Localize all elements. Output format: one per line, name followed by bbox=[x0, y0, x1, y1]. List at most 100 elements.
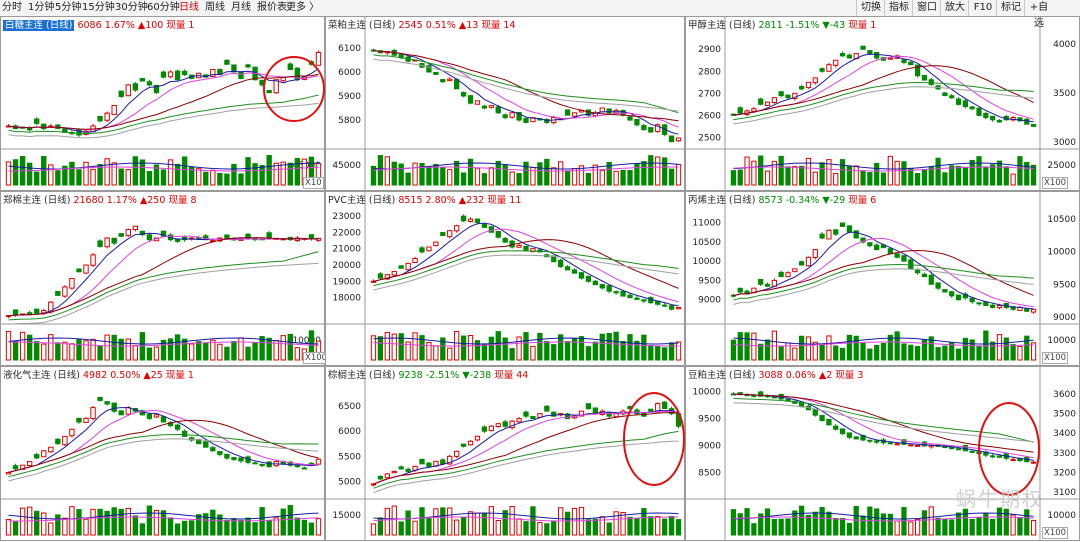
y-tick-label: 9500 bbox=[698, 276, 721, 286]
candle-body bbox=[433, 241, 439, 247]
toolbar-button-1[interactable]: 指标 bbox=[884, 0, 913, 16]
volume-bar bbox=[668, 342, 675, 361]
candle-body bbox=[655, 124, 661, 132]
candle-body bbox=[908, 444, 914, 447]
candle-body bbox=[662, 304, 668, 307]
volume-bar bbox=[558, 334, 564, 361]
period-tab-5[interactable]: 60分钟 bbox=[147, 2, 180, 13]
candle-body bbox=[90, 407, 96, 420]
y-tick-label: 9500 bbox=[698, 414, 721, 424]
title-chg: ▲13 bbox=[458, 20, 479, 31]
volume-bar bbox=[846, 522, 853, 536]
volume-bar bbox=[592, 341, 598, 361]
volume-bar bbox=[744, 156, 750, 186]
volume-bar bbox=[1010, 514, 1016, 536]
volume-bar bbox=[867, 348, 873, 361]
chart-panel-methanol[interactable]: 甲醇主连 (日线) 2811 -1.51% ▼-43 现量 1 2900 2800 2… bbox=[685, 16, 1080, 191]
volume-bar bbox=[467, 511, 474, 536]
chart-panel-lpg[interactable]: 液化气主连 (日线) 4982 0.50% ▲25 现量 1 bbox=[0, 366, 325, 541]
candle-body bbox=[530, 248, 536, 253]
volume-bar bbox=[592, 164, 598, 186]
candle-body bbox=[585, 275, 592, 282]
candle-body bbox=[894, 253, 900, 258]
candle-body bbox=[104, 401, 110, 405]
title-pct: 0.50% bbox=[110, 370, 141, 381]
period-tab-6[interactable]: 日线 bbox=[179, 2, 199, 13]
period-tab-8[interactable]: 月线 bbox=[231, 2, 251, 13]
volume-bar bbox=[481, 343, 488, 361]
volume-bar bbox=[12, 159, 19, 186]
chart-panel-propylene[interactable]: 丙烯主连 (日线) 8573 -0.34% ▼-29 现量 6 11000 1050… bbox=[685, 191, 1080, 366]
chart-svg: 10000 9500 9000 8500 3600 3500 3400 3300 3200 310… bbox=[685, 366, 1080, 541]
volume-bar bbox=[564, 341, 571, 361]
candle-body bbox=[544, 405, 550, 412]
volume-bar bbox=[537, 162, 543, 186]
toolbar-button-6[interactable]: +自选 bbox=[1024, 0, 1053, 29]
candle-body bbox=[391, 470, 397, 474]
candle-body bbox=[454, 79, 460, 90]
chart-panel-soymeal[interactable]: 豆粕主连 (日线) 3088 0.06% ▲2 现量 3 10000 9500 900… bbox=[685, 366, 1080, 541]
moving-average-line bbox=[373, 228, 679, 303]
volume-bar bbox=[231, 163, 237, 186]
candle-body bbox=[287, 63, 293, 70]
period-tab-7[interactable]: 周线 bbox=[205, 2, 225, 13]
volume-bar bbox=[19, 331, 26, 361]
volume-bar bbox=[440, 167, 446, 186]
volume-bar bbox=[398, 163, 404, 186]
chart-panel-sugar[interactable]: 白糖主连 (日线) 6086 1.67% ▲100 现量 145000X10 bbox=[0, 16, 325, 191]
y-tick-label: 2500 bbox=[698, 133, 721, 143]
volume-bar bbox=[5, 519, 12, 536]
right-tick-label: 3100 bbox=[1053, 488, 1076, 498]
chart-panel-cotton[interactable]: 郑棉主连 (日线) 21680 1.17% ▲250 现量 8 10000 X100 bbox=[0, 191, 325, 366]
toolbar-button-2[interactable]: 窗口 bbox=[912, 0, 941, 16]
volume-bar bbox=[433, 345, 439, 361]
panel-title: 棕榈主连 (日线) 9238 -2.51% ▼-238 现量 44 bbox=[328, 367, 528, 381]
volume-bar bbox=[578, 336, 585, 361]
volume-bar bbox=[826, 511, 832, 536]
candle-body bbox=[181, 430, 188, 437]
volume-bar bbox=[474, 512, 481, 536]
chart-panel-pvc[interactable]: PVC主连 (日线) 8515 2.80% ▲232 现量 11 23000 220… bbox=[325, 191, 685, 366]
title-name: 豆粕主连 (日线) bbox=[688, 370, 756, 381]
candle-body bbox=[955, 294, 962, 301]
volume-bar bbox=[962, 508, 968, 536]
volume-bar bbox=[210, 509, 216, 536]
volume-bar bbox=[634, 518, 640, 536]
candle-body bbox=[153, 414, 160, 418]
volume-bar bbox=[523, 521, 529, 536]
y-tick-label: 22000 bbox=[332, 228, 361, 238]
candle-body bbox=[97, 240, 103, 247]
candle-body bbox=[839, 222, 846, 227]
period-tab-4[interactable]: 30分钟 bbox=[115, 2, 148, 13]
candle-body bbox=[516, 244, 522, 248]
volume-bar bbox=[758, 343, 764, 361]
chart-panel-rapeseed[interactable]: 菜粕主连 (日线) 2545 0.51% ▲13 现量 14 6100 6000 59… bbox=[325, 16, 685, 191]
volume-bar bbox=[655, 516, 661, 536]
period-tab-3[interactable]: 15分钟 bbox=[82, 2, 115, 13]
volume-bar bbox=[48, 164, 54, 186]
panel-border bbox=[0, 16, 325, 191]
toolbar-button-0[interactable]: 切换 bbox=[856, 0, 885, 16]
chart-panel-palm[interactable]: 棕榈主连 (日线) 9238 -2.51% ▼-238 现量 44 6500 600… bbox=[325, 366, 685, 541]
volume-bar bbox=[41, 512, 47, 536]
volume-bar bbox=[132, 345, 139, 361]
volume-bar bbox=[280, 161, 286, 186]
candle-body bbox=[928, 79, 934, 85]
candle-body bbox=[447, 455, 453, 465]
toolbar-button-5[interactable]: 标记 bbox=[996, 0, 1025, 16]
period-tab-2[interactable]: 5分钟 bbox=[55, 2, 82, 13]
volume-bar bbox=[730, 339, 737, 361]
volume-bar bbox=[174, 334, 181, 361]
period-tab-0[interactable]: 分时 bbox=[2, 2, 22, 13]
period-tab-10[interactable]: 更多 〉 bbox=[286, 2, 320, 13]
volume-bar bbox=[315, 518, 322, 536]
toolbar-button-3[interactable]: 放大 bbox=[940, 0, 969, 16]
y-tick-label: 9000 bbox=[698, 441, 721, 451]
period-tab-1[interactable]: 1分钟 bbox=[28, 2, 55, 13]
period-tab-9[interactable]: 报价表 bbox=[257, 2, 287, 13]
candle-body bbox=[217, 451, 223, 455]
toolbar-button-4[interactable]: F10 bbox=[968, 0, 997, 16]
candle-body bbox=[315, 458, 322, 465]
volume-ma-line bbox=[8, 341, 319, 347]
volume-bar bbox=[153, 346, 160, 361]
